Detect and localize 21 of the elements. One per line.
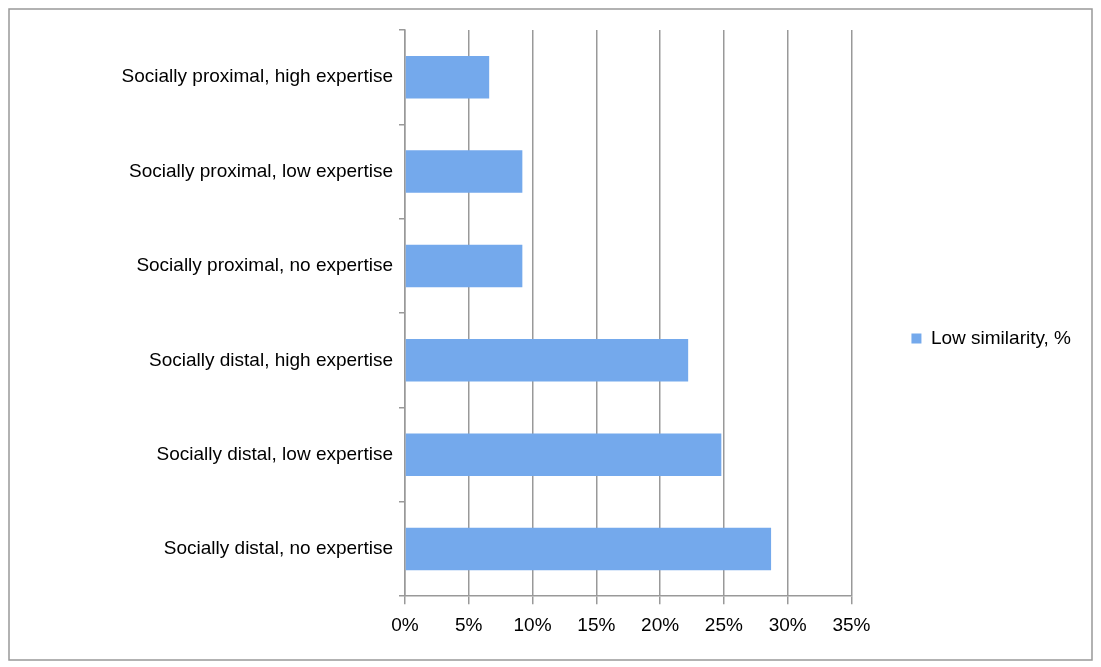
x-tick-label: 35% xyxy=(832,613,871,635)
bar xyxy=(405,339,689,382)
y-tick-label: Socially distal, high expertise xyxy=(149,348,393,370)
x-tick-label: 5% xyxy=(455,613,483,635)
bar xyxy=(405,55,490,99)
bar xyxy=(405,150,523,193)
y-tick-label: Socially distal, no expertise xyxy=(163,537,393,559)
y-tick-label: Socially proximal, low expertise xyxy=(129,159,393,181)
x-tick-label: 0% xyxy=(391,613,419,635)
x-tick-label: 30% xyxy=(768,613,807,635)
y-tick-label: Socially proximal, no expertise xyxy=(136,254,393,276)
bar xyxy=(405,527,772,571)
y-tick-label: Socially distal, low expertise xyxy=(156,442,393,464)
bar xyxy=(405,244,523,288)
x-tick-label: 20% xyxy=(641,613,680,635)
legend-label: Low similarity, % xyxy=(930,326,1072,348)
x-tick-label: 10% xyxy=(513,613,552,635)
y-tick-label: Socially proximal, high expertise xyxy=(121,65,393,87)
x-tick-label: 15% xyxy=(577,613,616,635)
bar xyxy=(405,433,722,476)
x-tick-label: 25% xyxy=(704,613,743,635)
